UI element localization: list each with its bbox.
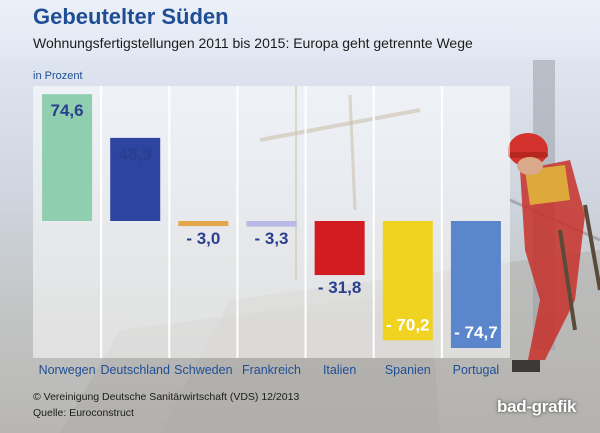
bar-norwegen xyxy=(42,94,93,221)
category-label: Spanien xyxy=(385,363,431,377)
bad-grafik-logo: bad-grafik xyxy=(497,397,577,416)
value-label: - 74,7 xyxy=(454,323,497,342)
bar-spanien xyxy=(382,221,433,341)
category-label: Frankreich xyxy=(242,363,301,377)
copyright-note: © Vereinigung Deutsche Sanitärwirtschaft… xyxy=(33,391,300,403)
category-label: Portugal xyxy=(453,363,500,377)
worker-figure xyxy=(508,133,600,372)
category-label: Italien xyxy=(323,363,356,377)
chart-subtitle: Wohnungsfertigstellungen 2011 bis 2015: … xyxy=(33,35,473,51)
source-note: Quelle: Euroconstruct xyxy=(33,407,134,419)
value-label: - 70,2 xyxy=(386,315,429,334)
value-label: - 3,3 xyxy=(254,229,288,248)
bar-schweden xyxy=(178,221,229,227)
category-label: Deutschland xyxy=(100,363,170,377)
value-label: 74,6 xyxy=(51,101,84,120)
bar-deutschland xyxy=(110,137,161,221)
header-band xyxy=(0,0,600,58)
value-label: 48,9 xyxy=(119,145,152,164)
value-label: - 3,0 xyxy=(186,229,220,248)
unit-label: in Prozent xyxy=(33,70,83,82)
chart-title: Gebeutelter Süden xyxy=(33,4,229,29)
category-label: Norwegen xyxy=(39,363,96,377)
category-label: Schweden xyxy=(174,363,232,377)
value-label: - 31,8 xyxy=(318,278,361,297)
bar-frankreich xyxy=(246,221,297,227)
bar-italien xyxy=(314,221,365,276)
bar-portugal xyxy=(450,221,501,348)
